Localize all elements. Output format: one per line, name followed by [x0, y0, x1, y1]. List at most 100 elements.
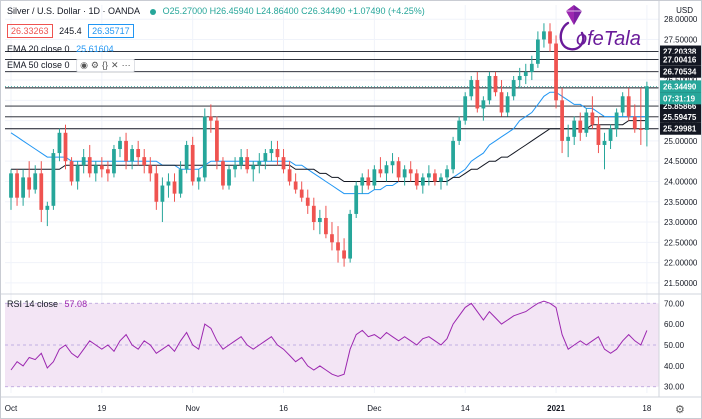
candle-body [190, 144, 195, 182]
candle [505, 92, 510, 117]
candle-body [578, 120, 583, 133]
market-status-icon [150, 8, 157, 15]
diamond-icon [566, 5, 582, 25]
candle [106, 161, 110, 182]
candle [463, 92, 468, 125]
candle [372, 165, 377, 190]
candle [366, 169, 371, 190]
candle-body [481, 100, 486, 109]
logo-text: ofeTala [576, 28, 641, 50]
candle [233, 157, 237, 178]
price-tick-label: 23.50000 [664, 198, 698, 207]
candle-body [602, 140, 607, 145]
candle [178, 161, 183, 198]
buy-price-button[interactable]: 26.35717 [88, 24, 134, 38]
candle-body [130, 149, 134, 162]
candle-body [420, 177, 425, 186]
candle [469, 75, 474, 101]
candle [148, 157, 153, 182]
candle-body [15, 173, 19, 198]
candle-body [81, 157, 86, 166]
candle [614, 108, 619, 137]
sell-price-button[interactable]: 26.33263 [7, 24, 53, 38]
candle-body [21, 177, 25, 198]
candle [172, 173, 177, 202]
candle-body [251, 165, 256, 170]
rsi-tick-label: 60.00 [664, 320, 685, 329]
time-tick-label: 19 [97, 404, 106, 413]
level-tag-bg [660, 122, 701, 135]
ema50-line [11, 120, 647, 182]
candle [136, 140, 141, 166]
candle [487, 71, 492, 105]
candle-body [57, 132, 62, 154]
rsi-tick-label: 30.00 [664, 383, 685, 392]
candle-body [439, 177, 443, 182]
candle-body [178, 169, 183, 194]
horizontal-levels [5, 51, 659, 130]
candle-body [499, 92, 504, 113]
candle-body [505, 96, 510, 113]
candle-body [366, 177, 371, 186]
candle-body [311, 205, 316, 223]
candle-body [106, 169, 110, 174]
candle [420, 173, 425, 194]
candle-body [451, 140, 455, 170]
price-tick-label: 24.00000 [664, 177, 698, 186]
candle [638, 88, 643, 145]
level-tag-bg [660, 53, 701, 66]
candle [566, 124, 571, 158]
candle-body [196, 177, 201, 182]
candle-body [281, 157, 286, 170]
spread-value: 245.4 [59, 26, 82, 36]
level-tag-bg [660, 65, 701, 78]
candle [57, 128, 62, 162]
candle [554, 35, 558, 109]
candle-body [632, 116, 637, 129]
candle [596, 116, 601, 154]
symbol-title[interactable]: Silver / U.S. Dollar · 1D · OANDA [7, 6, 140, 16]
price-tick-label: 22.00000 [664, 259, 698, 268]
candle [408, 161, 413, 182]
time-tick-label: Dec [367, 404, 381, 413]
candle-body [215, 120, 219, 162]
candle-body [536, 39, 540, 64]
close-icon[interactable]: ✕ [111, 60, 119, 70]
candle-body [620, 96, 625, 113]
candle [118, 136, 122, 158]
candle [63, 124, 68, 170]
candle [221, 157, 225, 190]
source-code-icon[interactable]: {} [102, 60, 109, 70]
settings-gear-icon[interactable]: ⚙ [675, 404, 685, 416]
candle-body [626, 96, 631, 117]
candle [590, 96, 595, 129]
currency-label: USD [676, 6, 693, 15]
candle-body [487, 75, 492, 101]
rsi-tick-label: 70.00 [664, 299, 685, 308]
candle-body [396, 161, 401, 178]
candle [451, 136, 455, 174]
ema20-legend[interactable]: EMA 20 close 0 25.61604 [7, 44, 114, 54]
candle [433, 169, 437, 186]
candle-body [154, 173, 159, 202]
rsi-legend[interactable]: RSI 14 close 57.08 [7, 299, 87, 309]
candle [626, 88, 631, 121]
candle-body [202, 116, 207, 178]
level-tag-label: 26.70534 [663, 68, 697, 77]
candle [9, 169, 13, 210]
candle-body [257, 161, 262, 166]
ema50-legend[interactable]: EMA 50 close 0 ◉ ⚙ {} ✕ ⋯ [7, 59, 135, 72]
candle-body [475, 80, 480, 109]
ema20-label: EMA 20 close 0 [7, 44, 70, 54]
candle-body [263, 153, 268, 162]
eye-icon[interactable]: ◉ [80, 60, 88, 70]
time-tick-label: 16 [279, 404, 288, 413]
candle [190, 136, 195, 186]
candle-body [275, 149, 280, 158]
candle-body [529, 63, 534, 72]
gear-icon[interactable]: ⚙ [90, 60, 99, 70]
candle [251, 161, 256, 182]
more-icon[interactable]: ⋯ [121, 60, 131, 70]
